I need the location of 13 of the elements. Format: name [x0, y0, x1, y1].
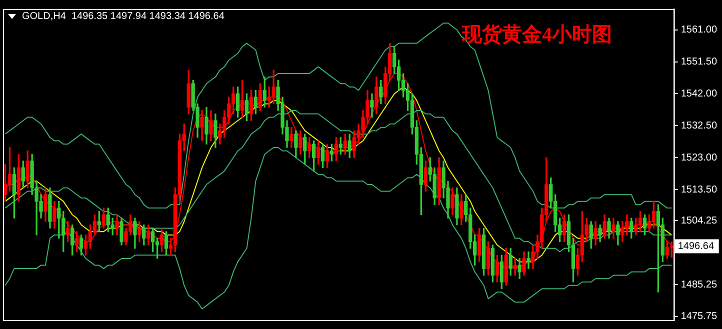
chart-subtitle: GOLD,H4 1496.35 1497.94 1493.34 1496.64	[22, 11, 224, 22]
y-tick-label: 1513.50	[680, 184, 718, 196]
y-tick-label: 1551.50	[680, 56, 718, 68]
y-tick-label: 1542.00	[680, 88, 718, 100]
y-tick-label: 1475.75	[680, 311, 718, 322]
y-tick-label: 1504.25	[680, 215, 718, 226]
y-tick-label: 1561.00	[680, 24, 718, 36]
text: 现货黄金4小时图	[462, 23, 612, 48]
candlestick	[526, 251, 530, 269]
annotation: 1496.64	[678, 240, 714, 252]
y-tick-label: 1485.25	[680, 279, 718, 290]
y-tick-label: 1523.00	[680, 152, 718, 164]
y-tick-label: 1532.50	[680, 120, 718, 132]
